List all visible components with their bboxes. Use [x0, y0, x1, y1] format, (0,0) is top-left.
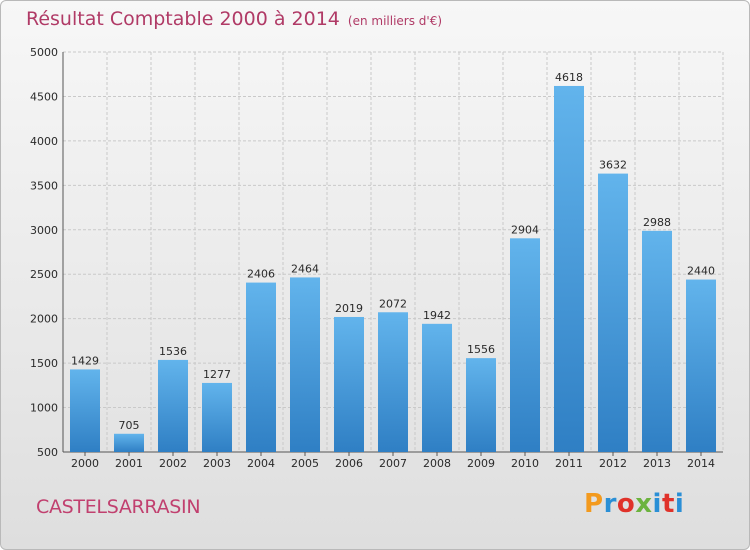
- bar: [158, 359, 188, 452]
- data-label: 3632: [599, 159, 627, 172]
- y-tick-label: 500: [37, 446, 58, 459]
- data-label: 1277: [203, 368, 231, 381]
- x-tick-label: 2003: [203, 457, 231, 470]
- bar: [598, 173, 628, 452]
- x-tick-label: 2002: [159, 457, 187, 470]
- y-tick-label: 3500: [30, 179, 58, 192]
- data-label: 2019: [335, 302, 363, 315]
- bar: [466, 358, 496, 452]
- logo-letter: o: [616, 489, 636, 519]
- data-label: 1556: [467, 343, 495, 356]
- y-tick-label: 5000: [30, 46, 58, 59]
- bar: [554, 85, 584, 452]
- data-label: 2406: [247, 268, 275, 281]
- proxiti-logo[interactable]: Proxiti: [584, 489, 684, 519]
- logo-letter: r: [603, 489, 617, 519]
- x-tick-label: 2007: [379, 457, 407, 470]
- data-label: 2904: [511, 223, 539, 236]
- data-label: 1429: [71, 354, 99, 367]
- data-label: 2072: [379, 297, 407, 310]
- x-tick-label: 2011: [555, 457, 583, 470]
- x-tick-label: 2009: [467, 457, 495, 470]
- y-tick-label: 4000: [30, 135, 58, 148]
- y-tick-label: 1000: [30, 402, 58, 415]
- bar: [510, 238, 540, 452]
- axis-layer: 500 1000 1500 2000 2500 3000 3500 4000 4500 5000 2…: [30, 46, 723, 470]
- label-layer: 1429 705 1536 1277 2406 2464 2019 2072 1942 1556 2…: [71, 71, 715, 432]
- data-label: 705: [119, 419, 140, 432]
- y-tick-label: 3000: [30, 224, 58, 237]
- bar-layer: [70, 85, 716, 452]
- y-tick-label: 2500: [30, 268, 58, 281]
- logo-letter: i: [674, 489, 685, 519]
- logo-letter: P: [584, 489, 604, 519]
- bar: [70, 369, 100, 452]
- chart-title-unit: (en milliers d'€): [347, 14, 443, 28]
- y-tick-label: 4500: [30, 90, 58, 103]
- logo-letter: t: [661, 489, 675, 519]
- y-tick-label: 2000: [30, 313, 58, 326]
- x-tick-label: 2006: [335, 457, 363, 470]
- x-tick-label: 2010: [511, 457, 539, 470]
- bar: [686, 279, 716, 452]
- data-label: 2464: [291, 262, 319, 275]
- bar: [334, 316, 364, 452]
- city-name: CASTELSARRASIN: [36, 496, 201, 518]
- x-tick-label: 2000: [71, 457, 99, 470]
- bar: [290, 277, 320, 452]
- x-tick-label: 2012: [599, 457, 627, 470]
- data-label: 4618: [555, 71, 583, 84]
- logo-letter: i: [652, 489, 662, 519]
- x-tick-label: 2001: [115, 457, 143, 470]
- bar: [378, 312, 408, 452]
- chart-title: Résultat Comptable 2000 à 2014 (en millie…: [26, 8, 442, 30]
- bar: [202, 382, 232, 452]
- data-label: 1942: [423, 309, 451, 322]
- x-tick-label: 2013: [643, 457, 671, 470]
- x-tick-label: 2014: [687, 457, 715, 470]
- bar: [246, 282, 276, 452]
- chart-title-main: Résultat Comptable 2000 à 2014: [26, 8, 340, 30]
- bar: [642, 230, 672, 452]
- bar: [422, 323, 452, 452]
- data-label: 2988: [643, 216, 671, 229]
- data-label: 2440: [687, 265, 715, 278]
- y-tick-label: 1500: [30, 357, 58, 370]
- data-label: 1536: [159, 345, 187, 358]
- x-tick-label: 2005: [291, 457, 319, 470]
- bar: [114, 433, 144, 452]
- x-tick-label: 2004: [247, 457, 275, 470]
- x-tick-label: 2008: [423, 457, 451, 470]
- logo-letter: x: [635, 489, 653, 519]
